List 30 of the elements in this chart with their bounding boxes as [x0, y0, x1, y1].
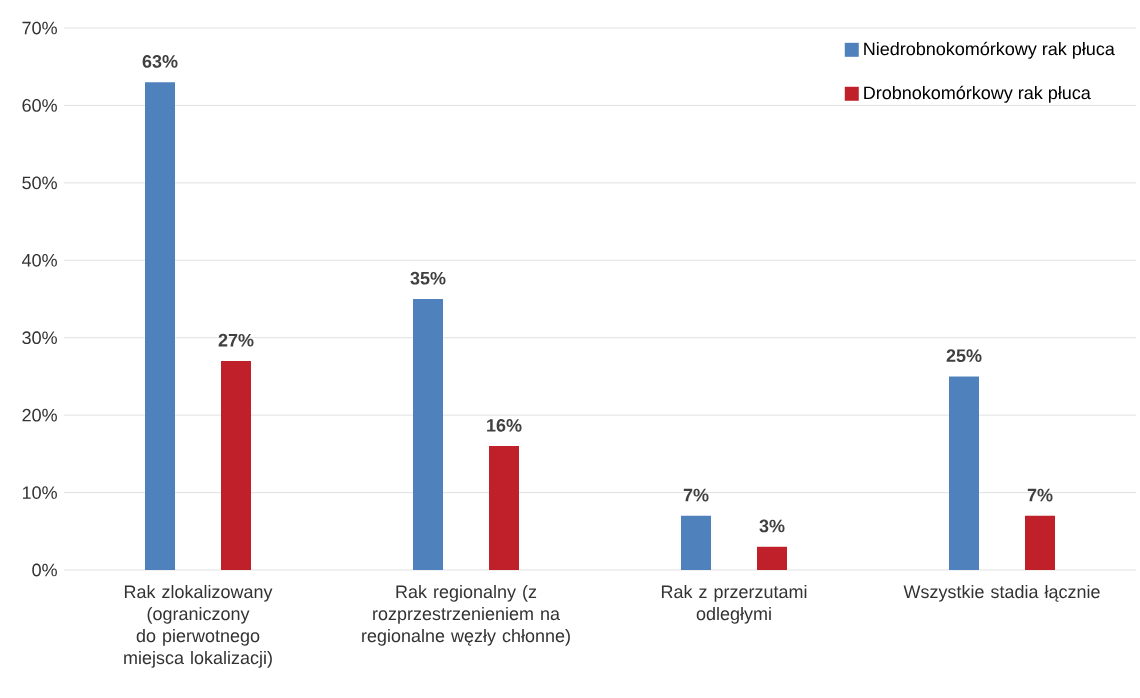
data-label: 16%: [487, 418, 522, 432]
bar: [145, 82, 175, 570]
bar: [1025, 515, 1056, 570]
data-label: 7%: [683, 488, 709, 502]
x-tick-label: Rak regionalny (z rozprzestrzenieniem na regionalne węzły chłonne): [362, 584, 570, 646]
y-tick-label: 30%: [22, 331, 57, 345]
y-tick-label: 10%: [22, 486, 57, 499]
bar: [413, 299, 444, 570]
data-label: 35%: [410, 271, 446, 285]
y-tick-label: 60%: [22, 99, 57, 112]
y-tick-label: 20%: [22, 408, 57, 422]
y-tick-label: 40%: [21, 253, 57, 267]
data-label: 63%: [142, 55, 178, 68]
data-label: 3%: [759, 519, 785, 533]
x-tick-label: Rak z przerzutami odległymi: [661, 584, 807, 624]
bar: [489, 446, 519, 570]
data-label: 7%: [1027, 488, 1053, 502]
legend-label: Niedrobnokomórkowy rak płuca: [864, 41, 1115, 59]
bar: [949, 376, 980, 570]
y-tick-label: 50%: [22, 176, 57, 190]
x-tick-label: Rak zlokalizowany (ograniczony do pierwotnego miejsca lokalizacji): [124, 584, 273, 668]
bar: [681, 515, 712, 570]
x-tick-label: Wszystkie stadia łącznie: [903, 584, 1100, 602]
bar: [757, 546, 787, 570]
legend-label: Drobnokomórkowy rak płuca: [864, 85, 1091, 103]
bar: [221, 360, 251, 570]
y-tick-label: 70%: [22, 21, 57, 35]
y-tick-label: 0%: [32, 563, 57, 577]
data-label: 27%: [218, 333, 254, 347]
data-label: 25%: [946, 349, 982, 363]
